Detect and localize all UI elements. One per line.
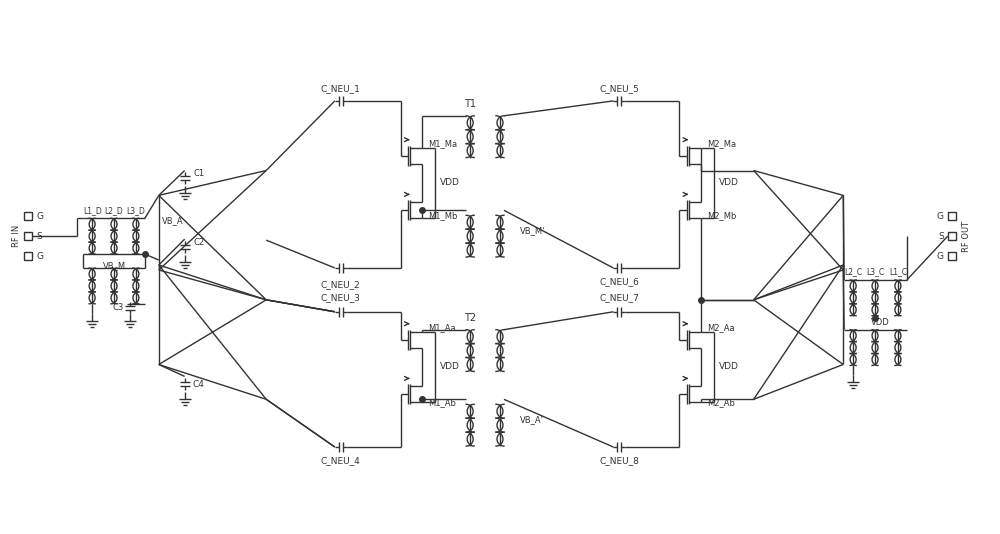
Text: C_NEU_4: C_NEU_4 [321,457,361,466]
Text: VDD: VDD [719,178,739,187]
Bar [948,232,956,240]
Bar [24,232,32,240]
Bar [24,213,32,220]
Text: RF IN: RF IN [12,225,21,247]
Text: L2_D: L2_D [105,206,123,215]
Bar [24,252,32,260]
Text: M1_Mb: M1_Mb [428,211,458,220]
Text: M2_Ma: M2_Ma [707,139,736,148]
Text: S: S [36,232,42,241]
Text: G: G [36,252,43,261]
Text: VB_M: VB_M [102,262,126,271]
Text: M1_Ma: M1_Ma [428,139,457,148]
Text: M2_Aa: M2_Aa [707,323,735,332]
Text: C_NEU_5: C_NEU_5 [599,84,639,93]
Text: M2_Ab: M2_Ab [707,398,735,407]
Text: C3: C3 [112,303,124,312]
Text: S: S [938,232,944,241]
Text: C1: C1 [193,169,204,178]
Text: RF OUT: RF OUT [962,221,971,252]
Text: C_NEU_8: C_NEU_8 [599,457,639,466]
Text: L1_C: L1_C [889,268,907,277]
Text: L3_D: L3_D [126,206,145,215]
Text: C2: C2 [193,238,204,247]
Text: VDD: VDD [440,178,460,187]
Text: C_NEU_2: C_NEU_2 [321,280,361,289]
Text: C4: C4 [193,380,205,389]
Text: VDD: VDD [719,362,739,371]
Text: VB_A': VB_A' [520,415,544,423]
Text: VB_A: VB_A [162,216,183,225]
Text: C_NEU_7: C_NEU_7 [599,293,639,302]
Text: G: G [36,212,43,221]
Text: VDD: VDD [871,318,889,327]
Text: G: G [937,212,944,221]
Text: M1_Aa: M1_Aa [428,323,456,332]
Text: T1: T1 [464,99,476,109]
Text: M1_Ab: M1_Ab [428,398,456,407]
Text: C_NEU_1: C_NEU_1 [321,84,361,93]
Text: C_NEU_6: C_NEU_6 [599,278,639,286]
Text: L1_D: L1_D [83,206,102,215]
Text: L2_C: L2_C [844,268,862,277]
Text: VDD: VDD [440,362,460,371]
Text: L3_C: L3_C [866,268,884,277]
Text: T2: T2 [464,313,476,323]
Text: M2_Mb: M2_Mb [707,211,736,220]
Bar [948,252,956,260]
Text: G: G [937,252,944,261]
Text: VB_M': VB_M' [520,226,545,234]
Text: C_NEU_3: C_NEU_3 [321,293,361,302]
Bar [948,213,956,220]
